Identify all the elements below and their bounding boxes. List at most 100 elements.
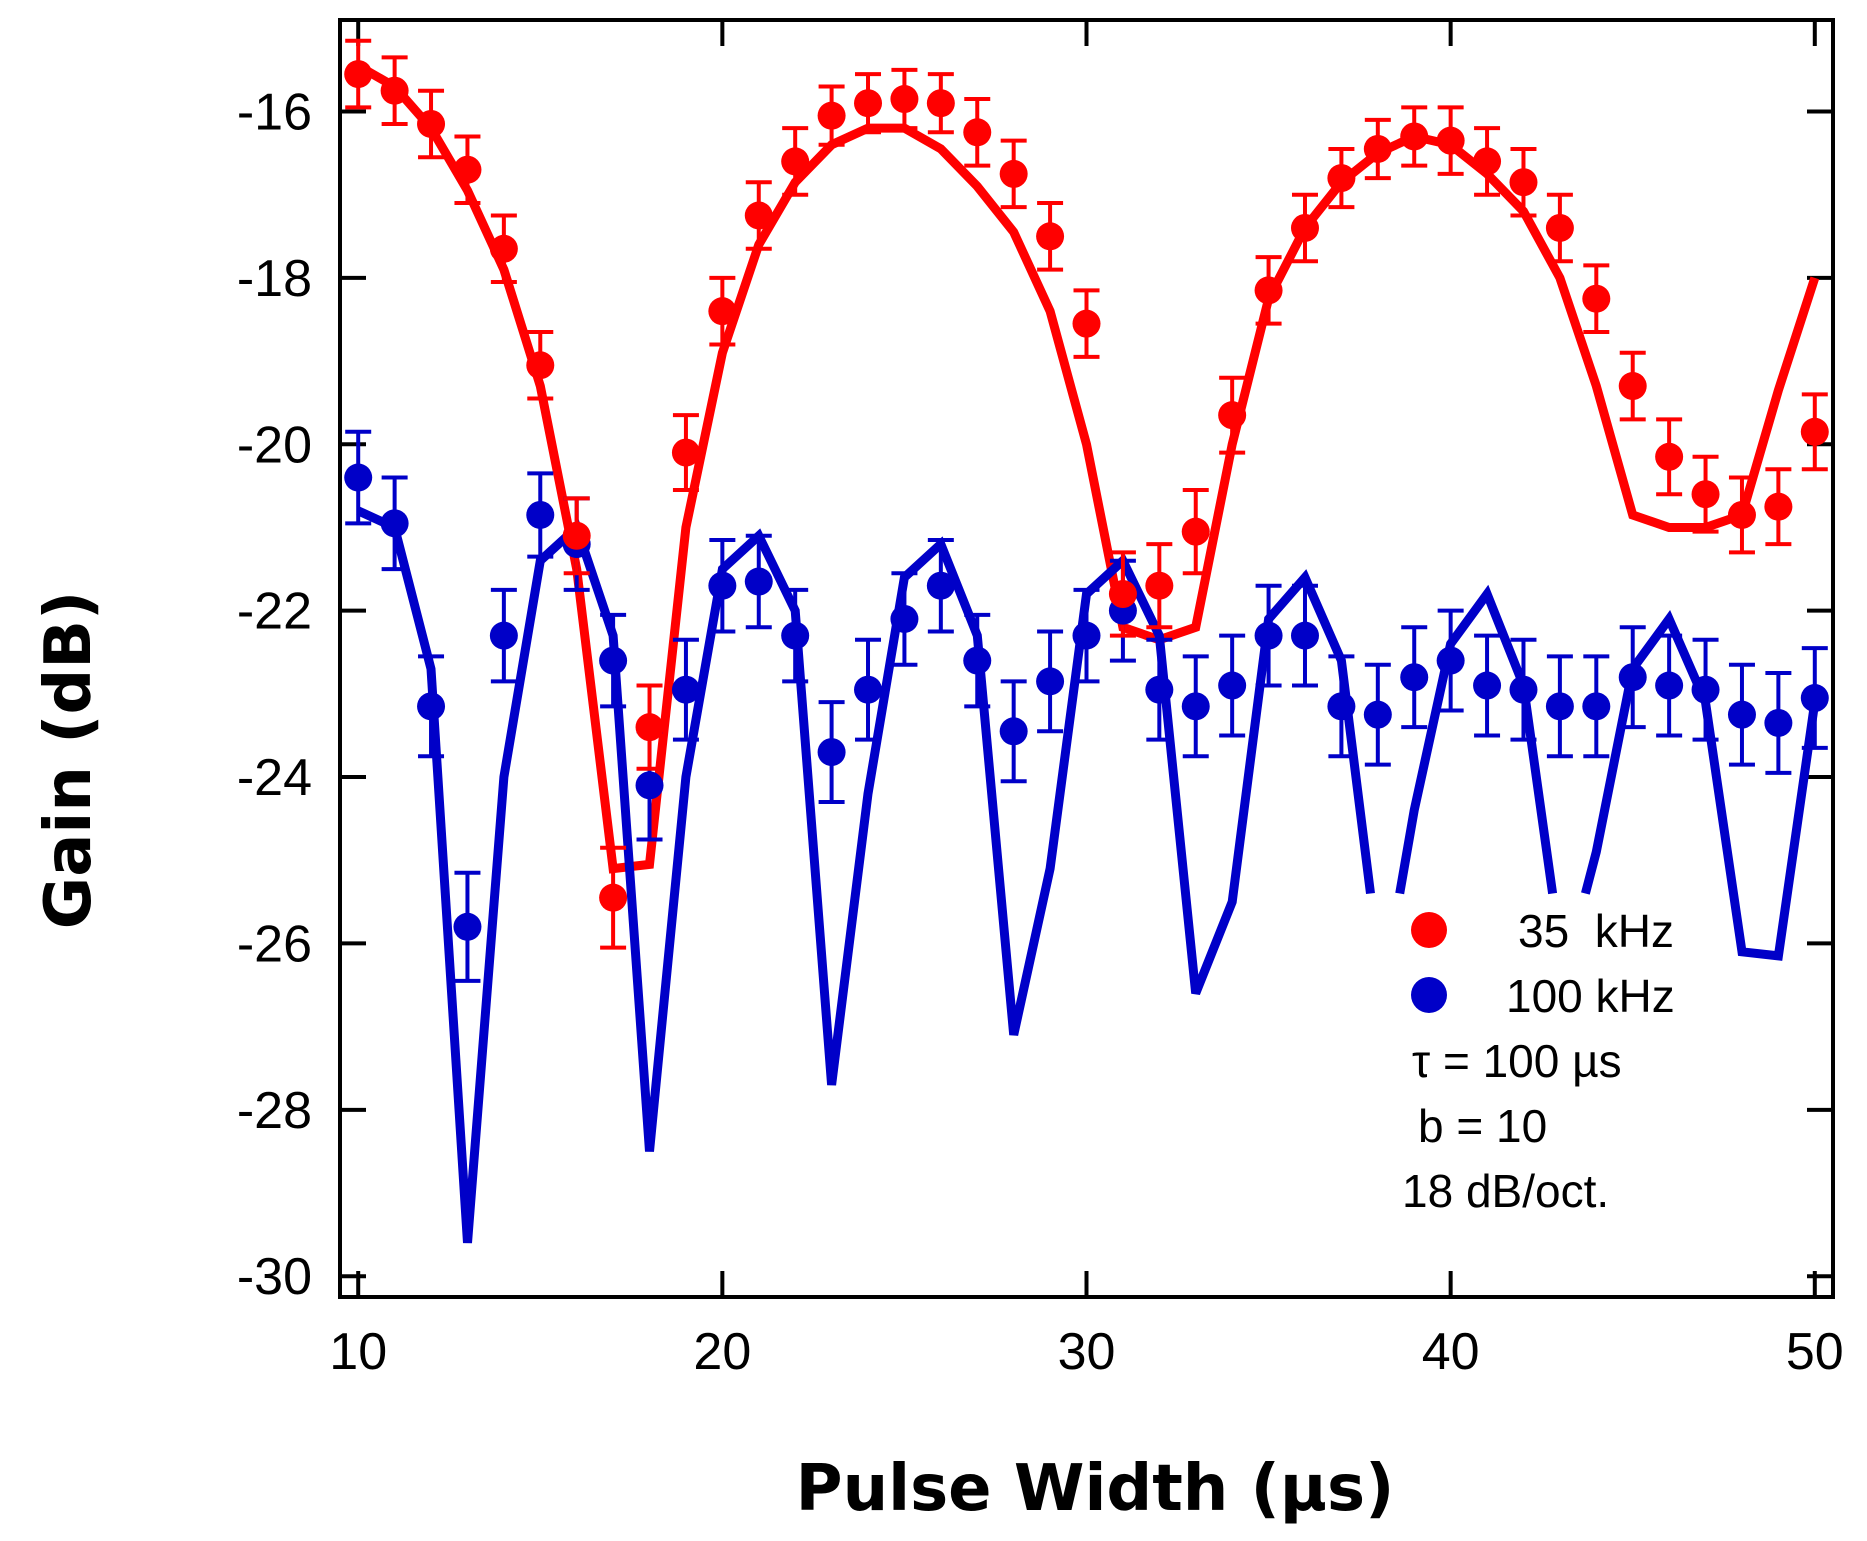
- data-point-35khz: [1764, 492, 1793, 521]
- data-point-35khz: [671, 438, 700, 467]
- data-point-100khz: [1727, 700, 1756, 729]
- data-point-35khz: [1290, 213, 1319, 242]
- data-point-35khz: [599, 883, 628, 912]
- y-tick-label: -18: [237, 250, 312, 308]
- y-tick-label: -20: [237, 416, 312, 474]
- y-tick-label: -28: [237, 1082, 312, 1140]
- x-tick-label: 30: [1058, 1323, 1116, 1381]
- y-axis-title: Gain (dB): [32, 591, 106, 930]
- data-point-100khz: [1473, 671, 1502, 700]
- data-point-35khz: [344, 60, 373, 89]
- fit-curves: [355, 61, 1820, 1244]
- data-point-35khz: [1108, 580, 1137, 609]
- data-point-100khz: [1181, 692, 1210, 721]
- annotation-b: b = 10: [1418, 1100, 1547, 1152]
- data-point-35khz: [1181, 517, 1210, 546]
- fit-line-100khz: [1581, 610, 1820, 961]
- data-point-35khz: [890, 85, 919, 114]
- data-point-35khz: [1727, 500, 1756, 529]
- data-point-35khz: [926, 89, 955, 118]
- x-axis-title: Pulse Width (µs): [796, 1452, 1395, 1526]
- data-point-35khz: [1800, 417, 1829, 446]
- data-point-100khz: [890, 604, 919, 633]
- fit-line-35khz: [355, 61, 1820, 874]
- fit-line-100khz: [1395, 584, 1558, 895]
- data-point-100khz: [1691, 675, 1720, 704]
- data-point-35khz: [1400, 122, 1429, 151]
- data-point-35khz: [562, 521, 591, 550]
- data-point-35khz: [1691, 480, 1720, 509]
- data-point-35khz: [1363, 134, 1392, 163]
- data-point-100khz: [526, 500, 555, 529]
- data-point-35khz: [1582, 284, 1611, 313]
- legend-marker-100khz: [1411, 977, 1447, 1013]
- data-point-100khz: [963, 646, 992, 675]
- x-tick-label: 10: [329, 1323, 387, 1381]
- error-bars: [345, 38, 1828, 983]
- data-point-35khz: [1254, 276, 1283, 305]
- data-points: [344, 60, 1829, 941]
- data-point-35khz: [963, 118, 992, 147]
- data-point-100khz: [1363, 700, 1392, 729]
- data-point-35khz: [1436, 126, 1465, 155]
- legend-marker-35khz: [1411, 912, 1447, 948]
- data-point-35khz: [1545, 213, 1574, 242]
- annotation-rolloff: 18 dB/oct.: [1402, 1165, 1609, 1217]
- data-point-100khz: [489, 621, 518, 650]
- annotation-tau: τ = 100 µs: [1412, 1035, 1622, 1087]
- data-point-100khz: [1290, 621, 1319, 650]
- legend: 35 kHz 100 kHz τ = 100 µs b = 10 18 dB/o…: [1402, 905, 1675, 1217]
- data-point-35khz: [999, 159, 1028, 188]
- data-point-100khz: [453, 912, 482, 941]
- data-point-100khz: [380, 509, 409, 538]
- data-point-100khz: [1582, 692, 1611, 721]
- ticks: 10 20 30 40 50 -30 -28 -26 -24 -22 -20 -18 -16: [237, 20, 1844, 1381]
- data-point-35khz: [453, 155, 482, 184]
- data-point-100khz: [999, 717, 1028, 746]
- data-point-100khz: [1036, 667, 1065, 696]
- data-point-100khz: [817, 738, 846, 767]
- data-point-100khz: [635, 771, 664, 800]
- data-point-35khz: [526, 351, 555, 380]
- data-point-35khz: [1655, 442, 1684, 471]
- data-point-35khz: [817, 101, 846, 130]
- data-point-35khz: [1145, 571, 1174, 600]
- legend-label-35khz: 35 kHz: [1518, 905, 1674, 957]
- data-point-100khz: [1545, 692, 1574, 721]
- fit-line-100khz: [356, 506, 1375, 1244]
- y-tick-label: -26: [237, 915, 312, 973]
- data-point-100khz: [344, 463, 373, 492]
- data-point-35khz: [1473, 147, 1502, 176]
- data-point-35khz: [635, 713, 664, 742]
- data-point-35khz: [1327, 164, 1356, 193]
- y-tick-label: -22: [237, 583, 312, 641]
- data-point-100khz: [1218, 671, 1247, 700]
- data-point-100khz: [744, 567, 773, 596]
- data-point-100khz: [1254, 621, 1283, 650]
- data-point-100khz: [781, 621, 810, 650]
- y-tick-label: -16: [237, 84, 312, 142]
- data-point-100khz: [1655, 671, 1684, 700]
- y-tick-label: -30: [237, 1248, 312, 1306]
- data-point-100khz: [1764, 708, 1793, 737]
- data-point-100khz: [1800, 684, 1829, 713]
- data-point-35khz: [1618, 372, 1647, 401]
- data-point-100khz: [854, 675, 883, 704]
- data-point-100khz: [1327, 692, 1356, 721]
- data-point-35khz: [417, 109, 446, 138]
- data-point-35khz: [781, 147, 810, 176]
- data-point-100khz: [1618, 663, 1647, 692]
- data-point-35khz: [489, 234, 518, 263]
- data-point-35khz: [1036, 222, 1065, 251]
- data-point-35khz: [1218, 401, 1247, 430]
- data-point-100khz: [599, 646, 628, 675]
- data-point-100khz: [1072, 621, 1101, 650]
- x-tick-label: 50: [1786, 1323, 1844, 1381]
- data-point-100khz: [417, 692, 446, 721]
- data-point-35khz: [1072, 309, 1101, 338]
- y-tick-label: -24: [237, 749, 312, 807]
- legend-label-100khz: 100 kHz: [1506, 970, 1675, 1022]
- x-tick-label: 40: [1422, 1323, 1480, 1381]
- data-point-35khz: [1509, 168, 1538, 197]
